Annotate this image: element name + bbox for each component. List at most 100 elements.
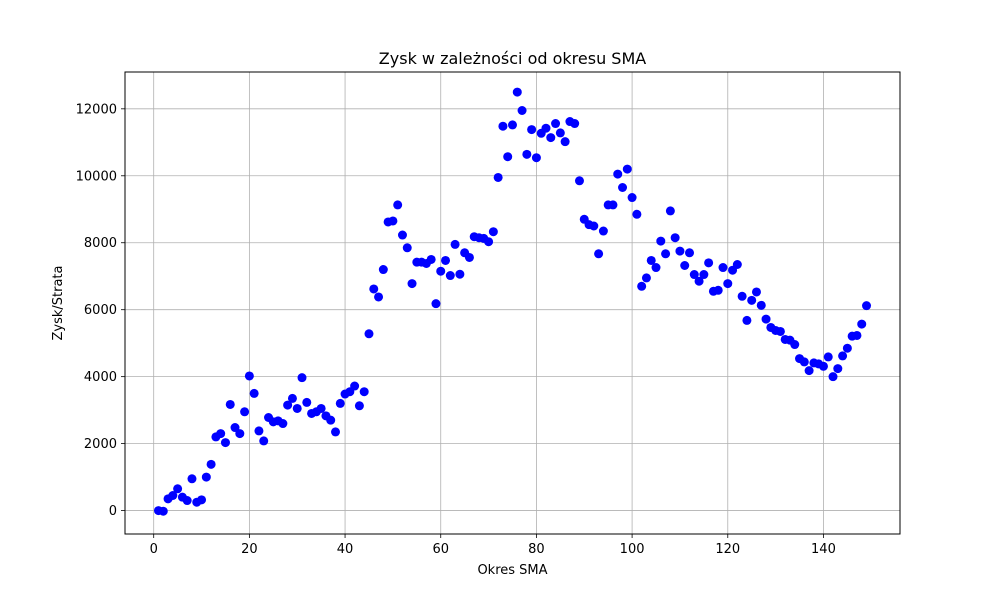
data-point xyxy=(665,206,675,216)
data-point xyxy=(364,329,374,339)
data-point xyxy=(661,249,671,259)
data-point xyxy=(187,474,197,484)
data-point xyxy=(354,401,364,411)
data-point xyxy=(278,419,288,429)
data-point xyxy=(359,387,369,397)
data-point xyxy=(828,372,838,382)
y-axis-label: Zysk/Strata xyxy=(51,265,66,340)
data-point xyxy=(742,315,752,325)
y-tick-label: 4000 xyxy=(84,370,117,385)
data-point xyxy=(718,263,728,273)
data-point xyxy=(723,279,733,289)
data-point xyxy=(704,258,714,268)
data-point xyxy=(287,393,297,403)
data-point xyxy=(551,119,561,129)
data-point xyxy=(297,373,307,383)
data-point xyxy=(240,407,250,417)
data-point xyxy=(833,364,843,374)
data-point xyxy=(464,252,474,262)
data-point xyxy=(201,472,211,482)
data-point xyxy=(283,400,293,410)
data-point xyxy=(823,352,833,362)
data-point xyxy=(455,269,465,279)
data-point xyxy=(397,230,407,240)
data-point xyxy=(713,285,723,295)
data-point xyxy=(555,128,565,138)
data-point xyxy=(206,459,216,469)
data-point xyxy=(244,371,254,381)
data-point xyxy=(751,287,761,297)
data-point xyxy=(335,398,345,408)
data-point xyxy=(613,169,623,179)
data-point xyxy=(173,484,183,494)
x-tick-label: 80 xyxy=(528,542,545,557)
data-point xyxy=(393,200,403,210)
data-point xyxy=(618,183,628,192)
data-point xyxy=(326,415,336,425)
data-point xyxy=(689,270,699,280)
data-point xyxy=(737,291,747,301)
data-point xyxy=(574,176,584,186)
x-tick-label: 100 xyxy=(620,542,645,557)
data-point xyxy=(670,233,680,243)
data-point xyxy=(570,119,580,129)
data-point xyxy=(589,221,599,231)
data-point xyxy=(838,351,848,361)
data-point xyxy=(445,271,455,281)
data-point xyxy=(651,263,661,273)
data-points xyxy=(153,87,872,516)
data-point xyxy=(531,153,541,163)
x-tick-label: 0 xyxy=(150,542,158,557)
data-point xyxy=(431,299,441,309)
y-tick-label: 12000 xyxy=(76,102,117,117)
plot-frame xyxy=(124,71,901,535)
data-point xyxy=(302,397,312,407)
data-point xyxy=(168,491,178,500)
y-tick-label: 8000 xyxy=(84,236,117,251)
data-point xyxy=(254,426,264,436)
data-point xyxy=(842,343,852,353)
data-point xyxy=(436,266,446,276)
data-point xyxy=(407,279,417,289)
x-tick-label: 140 xyxy=(811,542,836,557)
data-point xyxy=(627,193,637,203)
data-point xyxy=(790,340,800,350)
data-point xyxy=(747,295,757,305)
data-point xyxy=(646,255,656,265)
data-point xyxy=(799,357,809,367)
y-tick-label: 10000 xyxy=(76,169,117,184)
data-point xyxy=(732,260,742,269)
data-point xyxy=(857,319,867,329)
data-point xyxy=(656,236,666,246)
data-point xyxy=(388,216,398,226)
data-point xyxy=(675,246,685,256)
data-point xyxy=(498,121,508,131)
data-point xyxy=(316,403,326,413)
data-point xyxy=(225,399,235,409)
data-point xyxy=(235,429,245,439)
data-point xyxy=(441,255,451,265)
data-point xyxy=(350,381,360,391)
data-point xyxy=(402,243,412,253)
data-point xyxy=(426,254,436,264)
data-point xyxy=(450,239,460,249)
data-point xyxy=(699,270,709,280)
data-point xyxy=(216,429,226,439)
data-point xyxy=(641,273,651,283)
data-point xyxy=(637,281,647,291)
data-point xyxy=(292,403,302,413)
data-point xyxy=(560,137,570,147)
data-point xyxy=(197,495,207,505)
y-tick-label: 0 xyxy=(109,504,117,519)
data-point xyxy=(484,237,494,247)
data-point xyxy=(862,301,872,311)
data-point xyxy=(512,87,522,97)
data-point xyxy=(598,226,608,236)
data-point xyxy=(488,227,498,237)
data-point xyxy=(694,276,704,286)
data-point xyxy=(259,436,269,446)
data-point xyxy=(522,149,532,159)
x-tick-label: 60 xyxy=(432,542,449,557)
data-point xyxy=(182,496,192,506)
